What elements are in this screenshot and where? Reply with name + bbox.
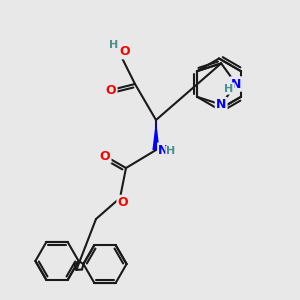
Text: N: N: [158, 143, 169, 157]
Text: O: O: [118, 196, 128, 209]
Text: H: H: [167, 146, 176, 157]
Text: O: O: [100, 149, 110, 163]
Text: N: N: [216, 98, 226, 111]
Text: H: H: [224, 83, 233, 94]
Text: N: N: [231, 77, 241, 91]
Text: H: H: [110, 40, 118, 50]
Text: O: O: [106, 83, 116, 97]
Text: O: O: [119, 45, 130, 58]
Polygon shape: [152, 120, 160, 150]
